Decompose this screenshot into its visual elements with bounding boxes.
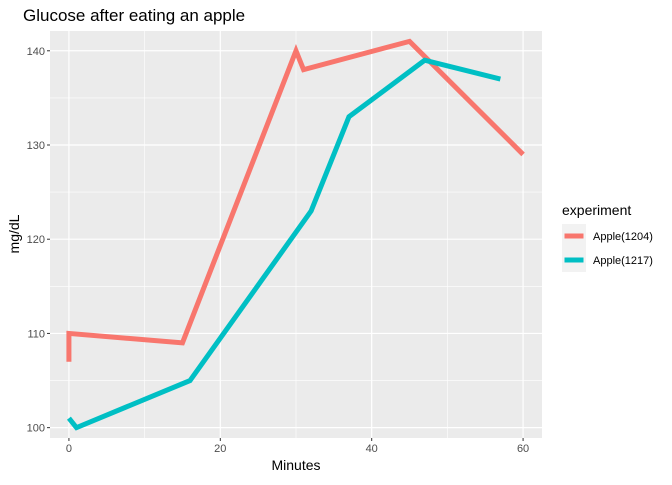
x-axis: 0 20 40 60 [66,438,529,455]
y-tick-label: 110 [27,328,45,340]
series-lines [66,38,525,431]
chart-title: Glucose after eating an apple [23,6,245,25]
legend: experiment Apple(1204) Apple(1217) [562,202,653,272]
legend-label: Apple(1217) [593,255,653,267]
y-tick-label: 120 [27,234,45,246]
series-line-1 [66,38,525,362]
x-tick-label: 20 [214,443,226,455]
major-gridlines [50,31,542,438]
y-axis: 100 110 120 130 140 [27,46,50,435]
x-tick-label: 60 [517,443,529,455]
y-tick-label: 100 [27,423,45,435]
x-axis-title: Minutes [271,457,320,473]
y-tick-label: 130 [27,140,45,152]
x-tick-label: 40 [366,443,378,455]
y-axis-title: mg/dL [6,214,22,253]
series-line-2 [66,57,501,431]
legend-items: Apple(1204) Apple(1217) [562,224,653,272]
y-tick-label: 140 [27,46,45,58]
legend-title: experiment [562,202,631,218]
legend-label: Apple(1204) [593,231,653,243]
x-tick-label: 0 [66,443,72,455]
